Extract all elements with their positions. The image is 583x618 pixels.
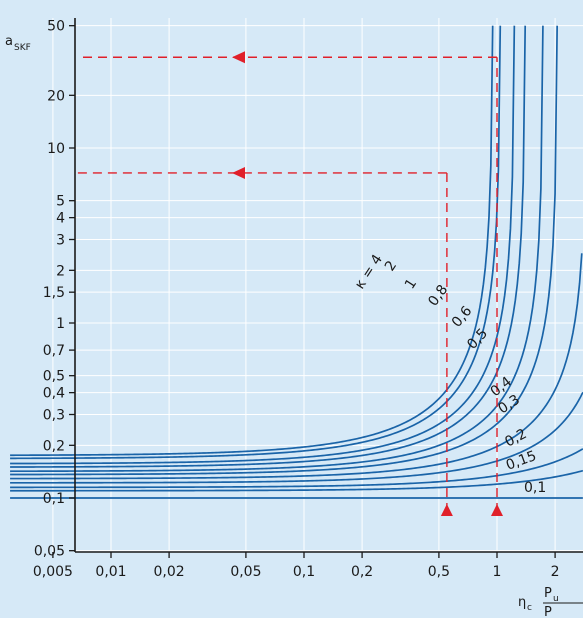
series-line-5 — [10, 25, 559, 476]
series-label-1: 2 — [382, 258, 400, 274]
series-line-1 — [10, 25, 502, 460]
x-axis-title-den: P — [544, 605, 552, 618]
x-axis-title-eta-sub: c — [527, 603, 532, 613]
series-label-2: 1 — [402, 276, 420, 292]
y-tick-label: 0,05 — [34, 544, 65, 560]
axis-layer — [74, 18, 583, 553]
curve-layer — [10, 25, 583, 499]
series-label-0: κ = 4 — [352, 252, 386, 292]
y-tick-label: 1,5 — [43, 285, 65, 301]
y-axis-title-sub: SKF — [14, 43, 31, 53]
annotation-arrow-up-1 — [491, 504, 503, 516]
x-tick-label: 0,05 — [230, 564, 261, 580]
y-tick-label: 0,2 — [43, 438, 65, 454]
tick-layer: 0,0050,010,020,050,10,20,51230,050,10,20… — [33, 19, 560, 580]
y-tick-label: 50 — [47, 19, 65, 35]
x-tick-label: 0,02 — [154, 564, 185, 580]
y-tick-label: 1 — [56, 316, 65, 332]
series-line-9 — [10, 469, 583, 492]
series-label-9: 0,15 — [504, 448, 539, 474]
series-line-7 — [10, 391, 583, 484]
y-tick-label: 4 — [56, 211, 65, 227]
y-tick-label: 0,1 — [43, 491, 65, 507]
series-label-8: 0,2 — [502, 426, 529, 451]
x-tick-label: 0,5 — [428, 564, 450, 580]
x-tick-label: 1 — [493, 564, 502, 580]
x-axis-title-eta: η — [518, 595, 526, 610]
series-line-3 — [10, 25, 527, 468]
x-tick-label: 0,01 — [95, 564, 126, 580]
y-axis-title-main: a — [5, 34, 13, 49]
series-label-4: 0,6 — [449, 303, 476, 330]
x-axis-title-num-sub: u — [553, 594, 559, 604]
series-line-8 — [10, 448, 583, 489]
y-tick-label: 0,4 — [43, 386, 65, 402]
y-tick-label: 3 — [56, 233, 65, 249]
y-tick-label: 2 — [56, 263, 65, 279]
x-tick-label: 0,1 — [293, 564, 315, 580]
x-tick-label: 0,005 — [33, 564, 73, 580]
grid-layer — [52, 18, 583, 552]
annotation-layer — [77, 51, 503, 516]
x-tick-label: 0,2 — [351, 564, 373, 580]
y-axis-title: a SKF — [5, 34, 31, 53]
y-tick-label: 0,5 — [43, 369, 65, 385]
series-label-10: 0,1 — [524, 480, 546, 496]
y-tick-label: 10 — [47, 141, 65, 157]
series-line-4 — [10, 25, 544, 473]
x-axis-title: η c P u P — [518, 586, 583, 618]
series-line-0 — [10, 25, 494, 457]
y-tick-label: 0,3 — [43, 408, 65, 424]
y-tick-label: 20 — [47, 88, 65, 104]
annotation-arrow-left-0 — [232, 166, 245, 179]
y-tick-label: 0,7 — [43, 343, 65, 359]
annotation-arrow-left-1 — [232, 51, 245, 64]
series-line-6 — [10, 253, 583, 480]
x-tick-label: 2 — [551, 564, 560, 580]
annotation-arrow-up-0 — [440, 504, 453, 516]
x-axis-title-num: P — [544, 586, 552, 601]
series-line-2 — [10, 25, 516, 465]
y-tick-label: 5 — [56, 194, 65, 210]
